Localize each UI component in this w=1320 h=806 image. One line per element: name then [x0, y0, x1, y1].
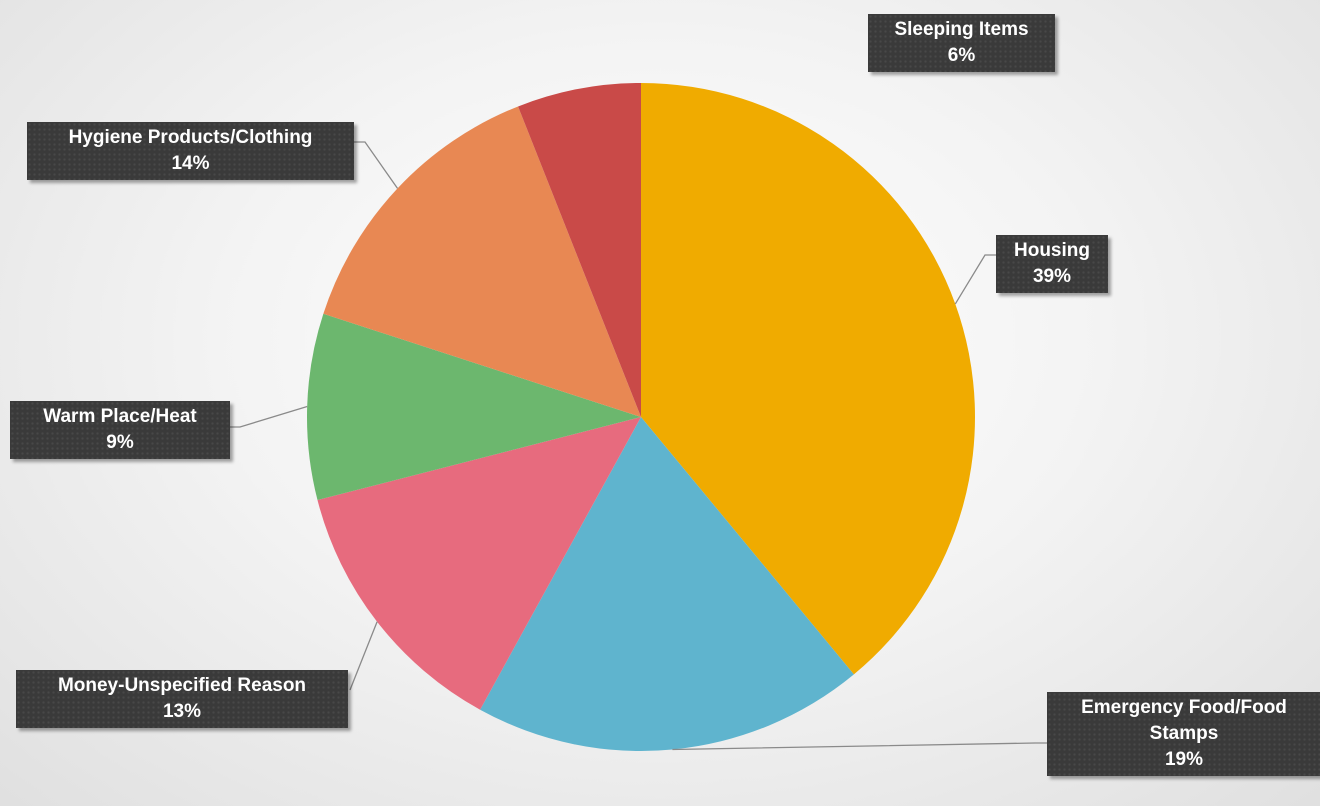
data-label-money-unspecified: Money-Unspecified Reason 13% [16, 670, 348, 728]
data-label-name: Hygiene Products/Clothing [68, 127, 313, 148]
data-label-sleeping-items: Sleeping Items 6% [868, 14, 1055, 72]
leader-line [672, 742, 1047, 751]
data-label-hygiene-products: Hygiene Products/Clothing 14% [27, 122, 354, 180]
pie-slice-sleeping-items [518, 82, 641, 417]
data-label-emergency-food: Emergency Food/Food Stamps 19% [1047, 692, 1320, 776]
data-label-percent: 39% [1032, 266, 1072, 287]
data-label-name: Sleeping Items [894, 19, 1029, 40]
data-label-name-line2: Stamps [1149, 723, 1219, 744]
data-label-percent: 9% [106, 432, 134, 453]
data-label-name-line1: Emergency Food/Food [1081, 697, 1287, 718]
pie-slice-housing [641, 83, 975, 675]
leader-line [954, 254, 996, 305]
data-label-percent: 14% [171, 153, 210, 174]
data-label-name: Money-Unspecified Reason [57, 675, 307, 696]
data-label-warm-place: Warm Place/Heat 9% [10, 401, 230, 459]
leader-line [230, 405, 308, 428]
data-label-percent: 6% [947, 45, 976, 66]
data-label-name: Housing [1014, 240, 1090, 261]
leader-line [354, 141, 399, 189]
pie-slice-money-unspecified-reason [317, 417, 641, 710]
pie-slice-hygiene-products-clothing [323, 106, 641, 417]
pie-slice-warm-place-heat [307, 313, 641, 501]
data-label-name: Warm Place/Heat [43, 406, 197, 427]
leader-line [349, 621, 378, 691]
leader-lines [230, 141, 1047, 751]
pie-slice-emergency-food-food-stamps [480, 417, 854, 752]
data-label-housing: Housing 39% [996, 235, 1108, 293]
data-label-percent: 19% [1164, 749, 1204, 770]
data-label-percent: 13% [162, 701, 202, 722]
pie-slices [307, 82, 975, 752]
